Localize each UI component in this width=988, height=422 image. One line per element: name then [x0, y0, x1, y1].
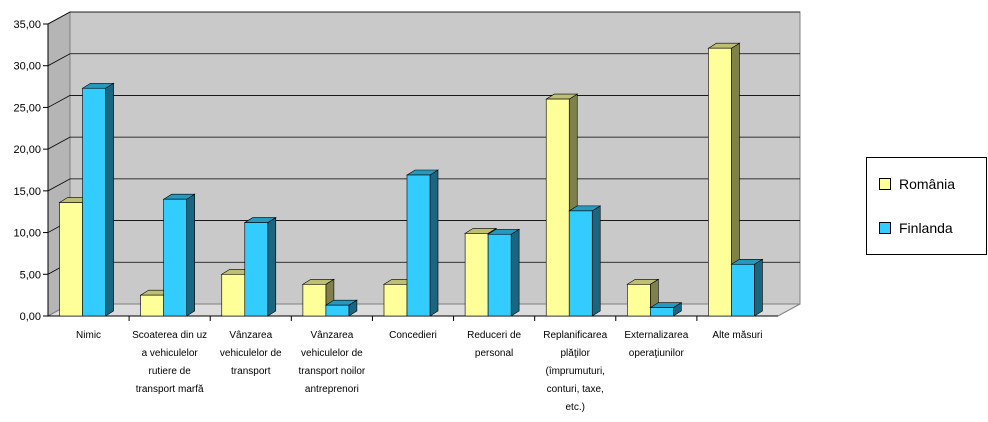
legend-label-romania: România [899, 176, 956, 192]
bar-front [163, 198, 187, 317]
category-label-line: Nimic [76, 330, 101, 341]
y-tick-label: 15,00 [13, 186, 41, 198]
bar-side [510, 228, 520, 317]
category-label-line: transport [231, 366, 271, 377]
gridline [47, 53, 800, 67]
category-label: Nimic [76, 330, 101, 341]
bar-finlanda [487, 228, 521, 317]
category-label-line: conturi, taxe, [547, 384, 604, 395]
bar-front [82, 87, 106, 317]
bar-finlanda [730, 258, 764, 317]
bar-finlanda [649, 302, 683, 317]
y-tick-label: 20,00 [13, 144, 41, 156]
y-tick-label: 5,00 [20, 269, 41, 281]
bar-front [221, 273, 246, 317]
category-label: Replanificarea plăţilor (împrumuturi, contu… [543, 330, 607, 413]
category-label: Externalizarea operaţiunilor [624, 330, 688, 359]
category-label: Vânzarea vehiculelor de transport [220, 330, 282, 377]
category-label-line: transport noilor [299, 366, 366, 377]
bar-finlanda [243, 217, 277, 317]
bar-side [754, 258, 763, 317]
y-tick-label: 25,00 [13, 102, 41, 114]
category-label-line: vehiculelor de [220, 348, 282, 359]
y-tick-label: 30,00 [13, 61, 41, 73]
bar-front [302, 283, 327, 317]
bar-finlanda [568, 205, 602, 317]
category-label-line: Concedieri [389, 330, 437, 341]
category-label: Alte măsuri [712, 330, 762, 341]
category-label-line: Reduceri de [467, 330, 521, 341]
bar-front [464, 233, 489, 317]
y-tick-label: 10,00 [13, 228, 41, 240]
bar-finlanda [405, 169, 440, 317]
category-label-line: Alte măsuri [712, 330, 762, 341]
category-label-line: personal [475, 348, 513, 359]
category-label: Scoaterea din uz a vehiculelor rutiere de t… [132, 330, 207, 395]
bar-front [545, 98, 570, 317]
bar-side [429, 169, 439, 317]
y-tick-label: 0,00 [20, 311, 41, 323]
bar-front [406, 174, 431, 317]
y-tick-label: 35,00 [13, 19, 41, 31]
category-label-line: Vânzarea [310, 330, 353, 341]
category-label: Vânzarea vehiculelor de transport noilor an… [299, 330, 366, 395]
category-label-line: (împrumuturi, [545, 366, 604, 377]
legend-label-finlanda: Finlanda [899, 220, 953, 236]
category-label-line: Externalizarea [624, 330, 688, 341]
legend: România Finlanda [866, 157, 987, 255]
tick-labels: 0,00 5,00 10,00 15,00 20,00 25,00 30,00 35,00 Ni… [13, 19, 762, 413]
category-label: Reduceri de personal [467, 330, 521, 359]
bar-front [140, 294, 164, 317]
category-label-line: vehiculelor de [301, 348, 363, 359]
category-label-line: Replanificarea [543, 330, 607, 341]
bar-front [627, 283, 651, 317]
legend-swatch-finlanda [879, 222, 891, 234]
category-label-line: rutiere de [149, 366, 192, 377]
bar-side [105, 82, 114, 317]
bar-romania [707, 42, 741, 317]
bar-finlanda [81, 82, 115, 317]
bar-front [383, 283, 408, 317]
bar-front [731, 263, 755, 317]
gridline [47, 11, 800, 25]
category-label-line: antreprenori [305, 384, 359, 395]
category-label-line: Scoaterea din uz [132, 330, 207, 341]
category-label-line: operaţiunilor [629, 348, 685, 359]
bar-front [59, 202, 83, 317]
legend-item-romania: România [879, 176, 955, 192]
legend-item-finlanda: Finlanda [879, 220, 953, 236]
bar-front [487, 233, 512, 317]
bar-side [267, 217, 277, 317]
bar-front [650, 307, 674, 317]
bars [58, 42, 764, 317]
category-label-line: etc.) [565, 402, 584, 413]
bar-front [325, 304, 350, 317]
bar-side [186, 193, 195, 317]
bar-finlanda [162, 193, 196, 317]
legend-swatch-romania [879, 178, 891, 190]
category-label: Concedieri [389, 330, 437, 341]
bar-front [568, 210, 593, 317]
category-label-line: plăţilor [560, 348, 590, 359]
bar-side [591, 205, 601, 317]
bar-front [244, 222, 269, 317]
category-label-line: a vehiculelor [142, 348, 199, 359]
category-label-line: transport marfă [136, 384, 204, 395]
bar-finlanda [324, 299, 358, 317]
bar-front [708, 47, 732, 317]
category-label-line: Vânzarea [229, 330, 272, 341]
